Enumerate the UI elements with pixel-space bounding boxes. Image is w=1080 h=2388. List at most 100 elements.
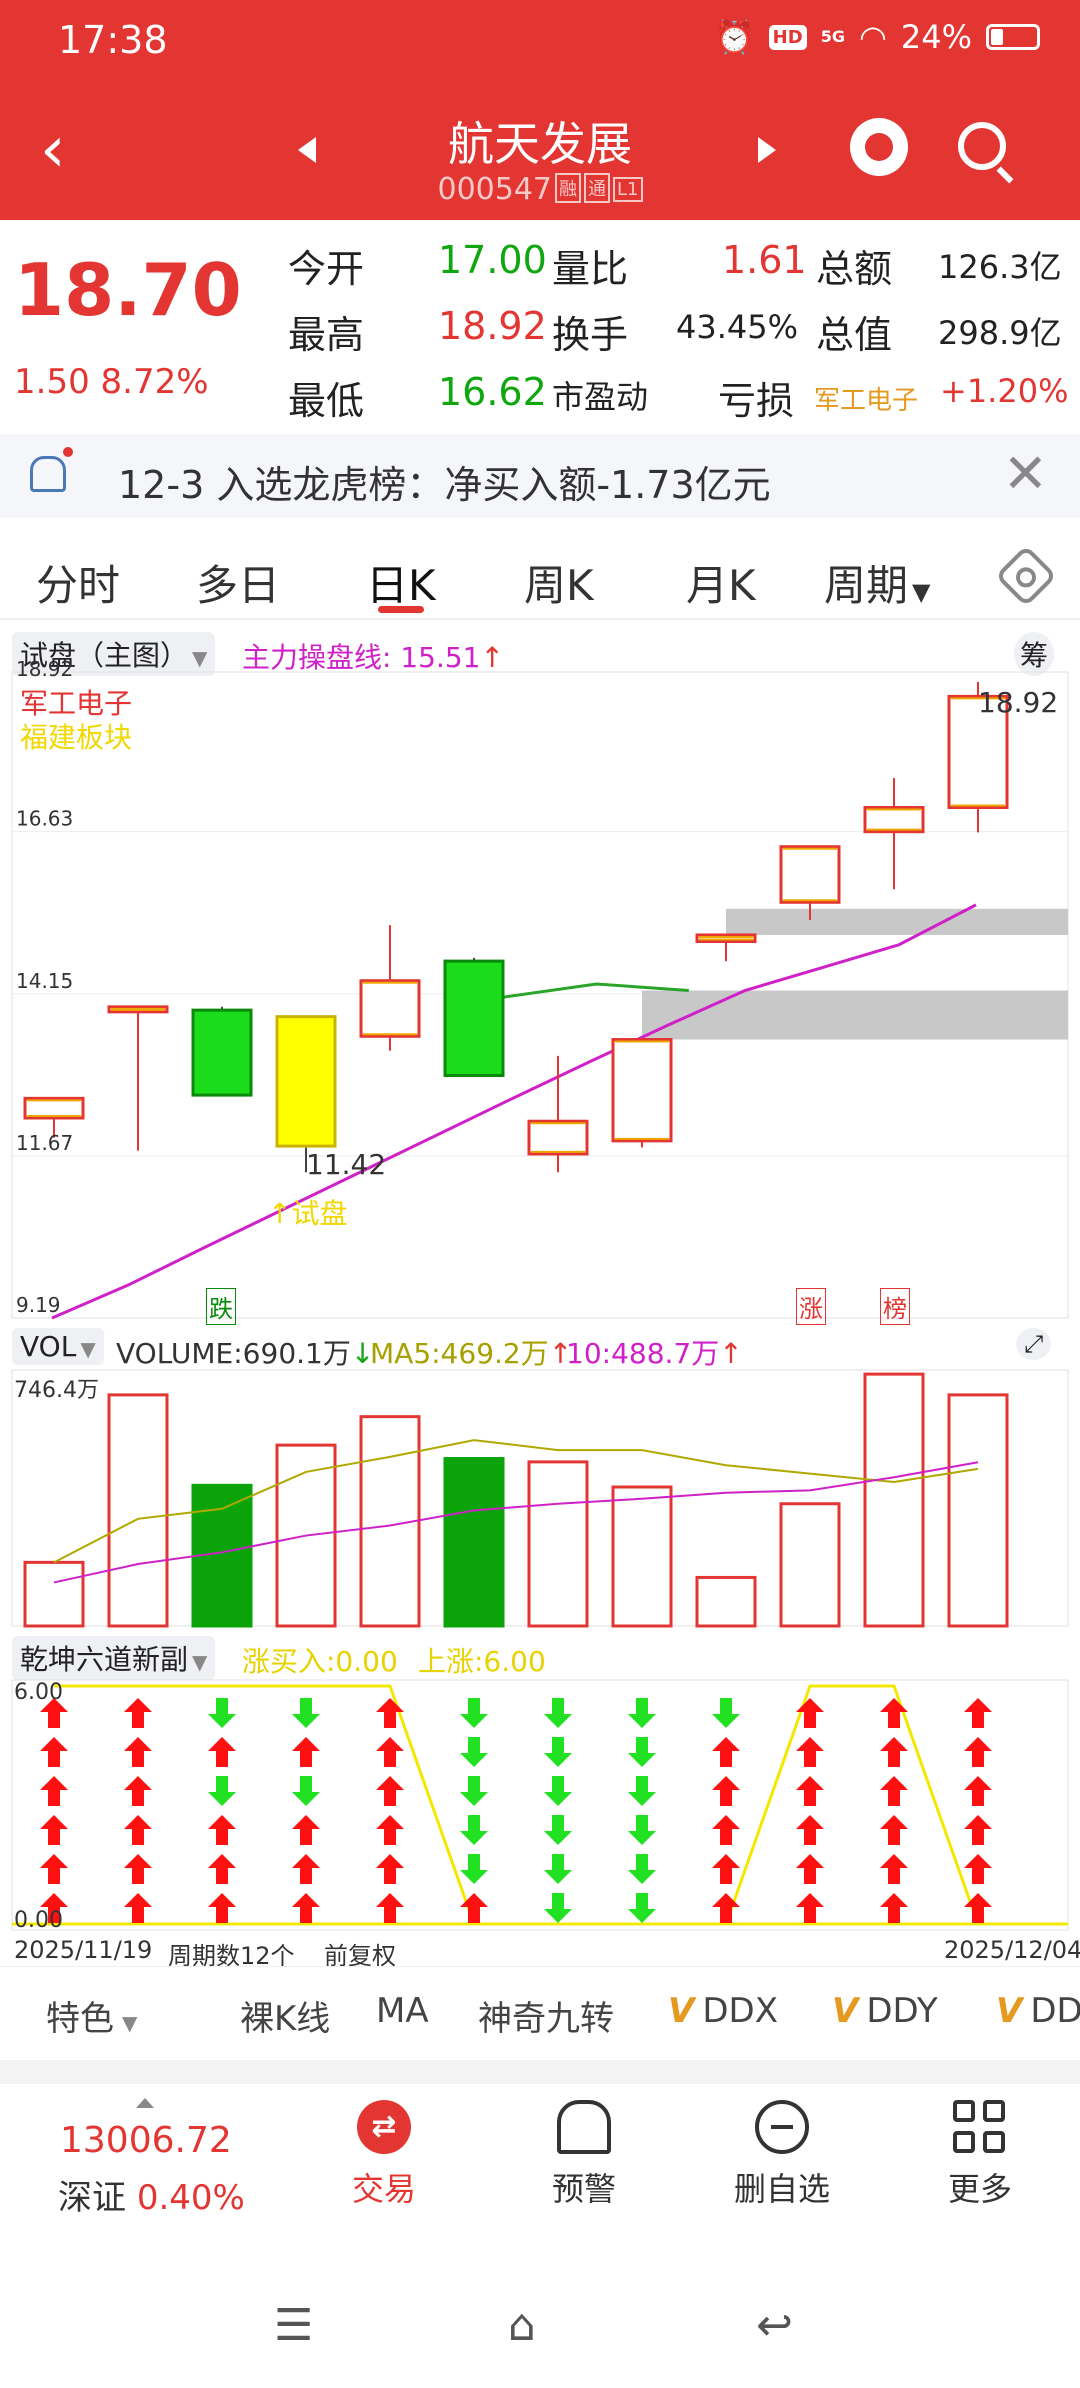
expand-up-icon[interactable] <box>136 2098 154 2108</box>
up-arrow-icon <box>712 1854 740 1884</box>
main-indicator-select[interactable]: 试盘（主图） ▼ <box>12 632 216 676</box>
y-tick-label: 14.15 <box>16 969 73 993</box>
down-arrow-icon <box>208 1776 236 1806</box>
alert-bell-icon <box>557 2100 611 2154</box>
sub-frame <box>11 1679 1069 1931</box>
nav-alert[interactable]: 预警 <box>504 2100 664 2210</box>
down-arrow-icon <box>628 1776 656 1806</box>
search-icon[interactable] <box>958 122 1006 170</box>
sub-indicator-select[interactable]: 乾坤六道新副 ▼ <box>12 1636 216 1680</box>
up-arrow-icon <box>796 1776 824 1806</box>
stock-code: 000547 <box>437 172 553 207</box>
section-divider <box>0 2060 1080 2084</box>
up-arrow-icon <box>40 1698 68 1728</box>
up-arrow-icon <box>292 1854 320 1884</box>
sector-label[interactable]: 军工电子 <box>814 386 919 416</box>
toolbar-dd[interactable]: V DD <box>996 1991 1080 2031</box>
toolbar-naked-k[interactable]: 裸K线 <box>240 1999 331 2039</box>
up-arrow-icon <box>880 1815 908 1845</box>
down-arrow-icon <box>292 1698 320 1728</box>
menu-icon[interactable]: ☰ <box>274 2300 314 2351</box>
sub-indicator <box>12 1684 1068 1926</box>
up-arrow-icon <box>712 1815 740 1845</box>
tab-weekly-k[interactable]: 周K <box>524 561 594 610</box>
caret-down-icon: ▼ <box>122 2011 138 2035</box>
pe-label: 市盈动 <box>552 378 649 416</box>
up-arrow-icon <box>40 1776 68 1806</box>
tab-multi-day[interactable]: 多日 <box>196 561 281 610</box>
tag-level: L1 <box>613 177 643 202</box>
tab-intraday[interactable]: 分时 <box>36 561 121 610</box>
sector-value: +1.20% <box>940 372 1069 410</box>
toolbar-nine-turn[interactable]: 神奇九转 <box>478 1999 614 2039</box>
volume-ratio-value: 1.61 <box>722 238 807 282</box>
nav-remove-watchlist[interactable]: 删自选 <box>702 2100 862 2210</box>
chevron-down-icon: ▼ <box>912 578 931 606</box>
chip-button[interactable]: 筹 <box>1014 632 1055 676</box>
toolbar-ma[interactable]: MA <box>376 1991 429 2031</box>
remove-icon <box>755 2100 809 2154</box>
alarm-icon: ⏰ <box>714 18 755 56</box>
tab-daily-k[interactable]: 日K <box>366 561 436 610</box>
special-select[interactable]: 特色 ▼ <box>46 1999 138 2039</box>
candle-body <box>443 959 505 1077</box>
index-name[interactable]: 深证 0.40% <box>58 2178 245 2218</box>
candle-body <box>863 806 925 834</box>
next-stock-icon[interactable] <box>758 137 776 163</box>
ma5-label: MA5:469.2万↑ <box>370 1337 573 1370</box>
return-icon[interactable]: ↩ <box>756 2300 793 2351</box>
candle-body <box>191 1008 253 1097</box>
pe-value: 亏损 <box>718 379 795 423</box>
toolbar-ddy[interactable]: V DDY <box>832 1991 938 2031</box>
volume-indicator-select[interactable]: VOL ▼ <box>12 1328 104 1365</box>
rise-marker: 涨 <box>796 1288 826 1325</box>
up-arrow-icon <box>40 1854 68 1884</box>
up-arrow-icon <box>208 1815 236 1845</box>
up-arrow-icon <box>124 1698 152 1728</box>
up-arrow-icon <box>292 1815 320 1845</box>
up-arrow-icon <box>124 1893 152 1923</box>
turnover-label: 换手 <box>552 313 629 357</box>
notice-bar[interactable]: 12-3 入选龙虎榜：净买入额-1.73亿元 ✕ <box>0 434 1080 518</box>
assistant-icon[interactable] <box>850 118 908 176</box>
up-arrow-icon <box>208 1737 236 1767</box>
home-icon[interactable]: ⌂ <box>508 2300 536 2351</box>
toolbar-ddx[interactable]: V DDX <box>668 1991 778 2031</box>
back-icon[interactable]: ‹ <box>40 113 66 187</box>
v-icon: V <box>832 1991 859 2031</box>
tab-period[interactable]: 周期 ▼ <box>824 561 931 610</box>
sub-ymin: 0.00 <box>14 1908 63 1933</box>
signal-icon: 5G <box>820 27 845 46</box>
nav-more[interactable]: 更多 <box>900 2100 1060 2210</box>
up-arrow-icon <box>40 1893 68 1923</box>
tag-margin: 融 <box>555 173 582 203</box>
up-arrow-icon <box>376 1776 404 1806</box>
close-icon[interactable]: ✕ <box>1002 442 1048 505</box>
y-tick-label: 9.19 <box>16 1293 61 1317</box>
sub-line <box>54 1684 980 1926</box>
volume-bar <box>779 1502 841 1628</box>
low-label: 最低 <box>288 379 365 423</box>
down-arrow-icon <box>628 1893 656 1923</box>
prev-stock-icon[interactable] <box>298 137 316 163</box>
up-arrow-icon <box>460 1893 488 1923</box>
tab-monthly-k[interactable]: 月K <box>686 561 756 610</box>
up-arrow-icon <box>880 1698 908 1728</box>
up-arrow-icon <box>376 1698 404 1728</box>
sub-rise-label: 上涨:6.00 <box>418 1645 546 1678</box>
up-arrow-icon <box>40 1815 68 1845</box>
ma10-line <box>53 1461 979 1584</box>
high-label: 最高 <box>288 313 365 357</box>
volume-bar <box>527 1460 589 1628</box>
grid-icon <box>953 2100 1007 2154</box>
support-zones <box>642 908 1068 1040</box>
expand-icon[interactable]: ⤢ <box>1016 1328 1052 1360</box>
up-arrow-icon <box>964 1815 992 1845</box>
caret-down-icon: ▼ <box>80 1337 96 1361</box>
down-arrow-icon <box>544 1776 572 1806</box>
down-arrow-icon <box>460 1815 488 1845</box>
index-value[interactable]: 13006.72 <box>60 2120 232 2161</box>
nav-trade[interactable]: ⇄ 交易 <box>304 2100 464 2210</box>
up-arrow-icon <box>376 1854 404 1884</box>
